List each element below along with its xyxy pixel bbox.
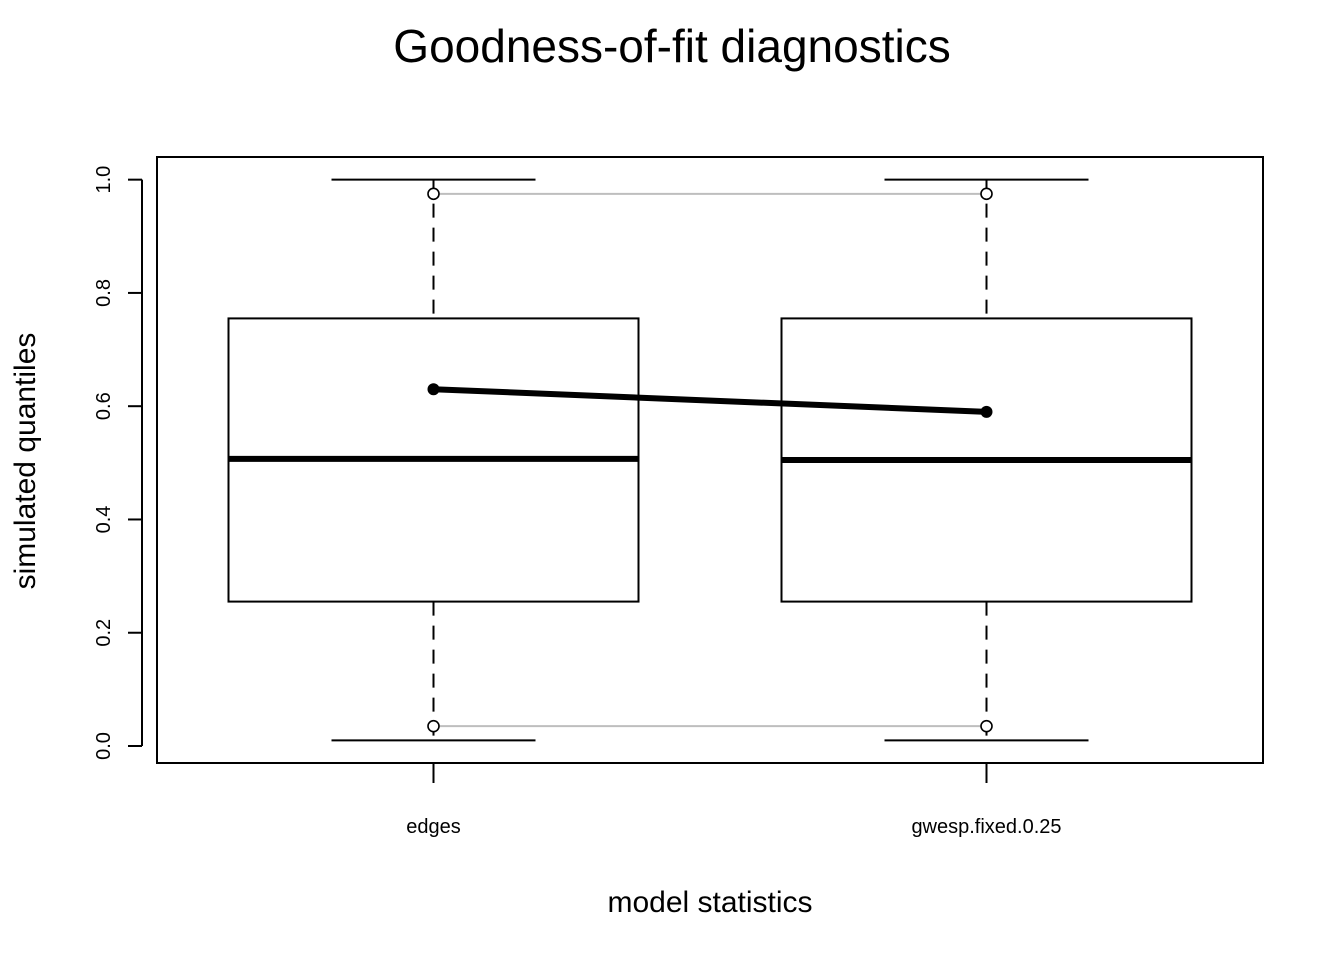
observed-point — [427, 383, 440, 396]
y-tick-label: 0.4 — [93, 506, 115, 534]
y-tick-label: 0.2 — [93, 619, 115, 647]
y-axis-label: simulated quantiles — [9, 333, 42, 590]
chart-title: Goodness-of-fit diagnostics — [393, 20, 950, 72]
plot-frame — [156, 156, 1264, 764]
y-tick-label: 0.8 — [93, 279, 115, 307]
observed-point — [980, 405, 993, 418]
upper-interval-point — [980, 187, 993, 201]
y-tick-label: 1.0 — [93, 166, 115, 194]
x-tick-label: edges — [406, 816, 461, 838]
lower-interval-point — [427, 719, 440, 733]
upper-interval-point — [427, 187, 440, 201]
x-axis-label: model statistics — [607, 886, 812, 919]
y-tick-label: 0.6 — [93, 392, 115, 420]
lower-interval-point — [980, 719, 993, 733]
y-tick-label: 0.0 — [93, 732, 115, 760]
chart-marks: 0.0 0.2 0.4 0.6 0.8 1.0 edges gwesp.fixed.0.25 — [93, 166, 1193, 838]
x-tick-label: gwesp.fixed.0.25 — [911, 816, 1061, 838]
observed-line — [433, 386, 987, 415]
